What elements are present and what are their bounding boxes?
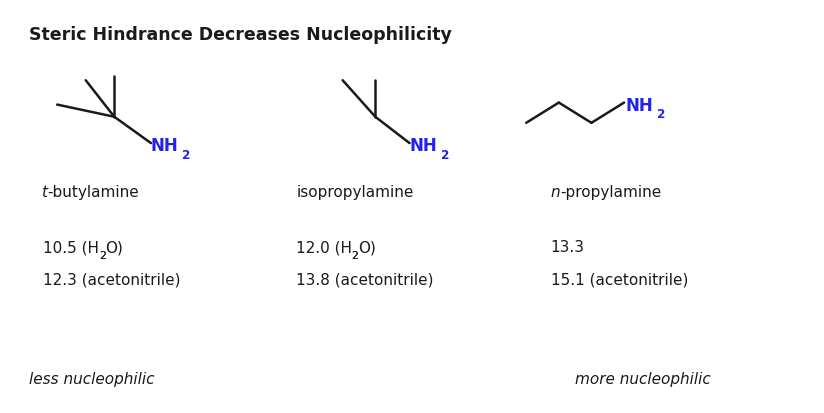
Text: more nucleophilic: more nucleophilic xyxy=(575,371,711,386)
Text: 13.3: 13.3 xyxy=(550,240,585,254)
Text: O): O) xyxy=(358,240,377,254)
Text: 2: 2 xyxy=(99,251,105,261)
Text: 15.1 (acetonitrile): 15.1 (acetonitrile) xyxy=(550,272,688,287)
Text: less nucleophilic: less nucleophilic xyxy=(29,371,154,386)
Text: t: t xyxy=(41,185,47,200)
Text: NH: NH xyxy=(410,137,438,155)
Text: 10.5 (H: 10.5 (H xyxy=(44,240,100,254)
Text: -butylamine: -butylamine xyxy=(47,185,138,200)
Text: 2: 2 xyxy=(657,108,665,121)
Text: O): O) xyxy=(105,240,124,254)
Text: 2: 2 xyxy=(441,148,449,161)
Text: 2: 2 xyxy=(99,251,105,261)
Text: n: n xyxy=(550,185,560,200)
Text: -propylamine: -propylamine xyxy=(560,185,662,200)
Text: 13.8 (acetonitrile): 13.8 (acetonitrile) xyxy=(296,272,433,287)
Text: 2: 2 xyxy=(182,148,190,161)
Text: NH: NH xyxy=(625,96,653,114)
Text: 2: 2 xyxy=(352,251,358,261)
Text: 2: 2 xyxy=(352,251,358,261)
Text: isopropylamine: isopropylamine xyxy=(296,185,414,200)
Text: 12.0 (H: 12.0 (H xyxy=(296,240,352,254)
Text: 12.3 (acetonitrile): 12.3 (acetonitrile) xyxy=(44,272,180,287)
Text: Steric Hindrance Decreases Nucleophilicity: Steric Hindrance Decreases Nucleophilici… xyxy=(29,26,452,44)
Text: NH: NH xyxy=(151,137,179,155)
